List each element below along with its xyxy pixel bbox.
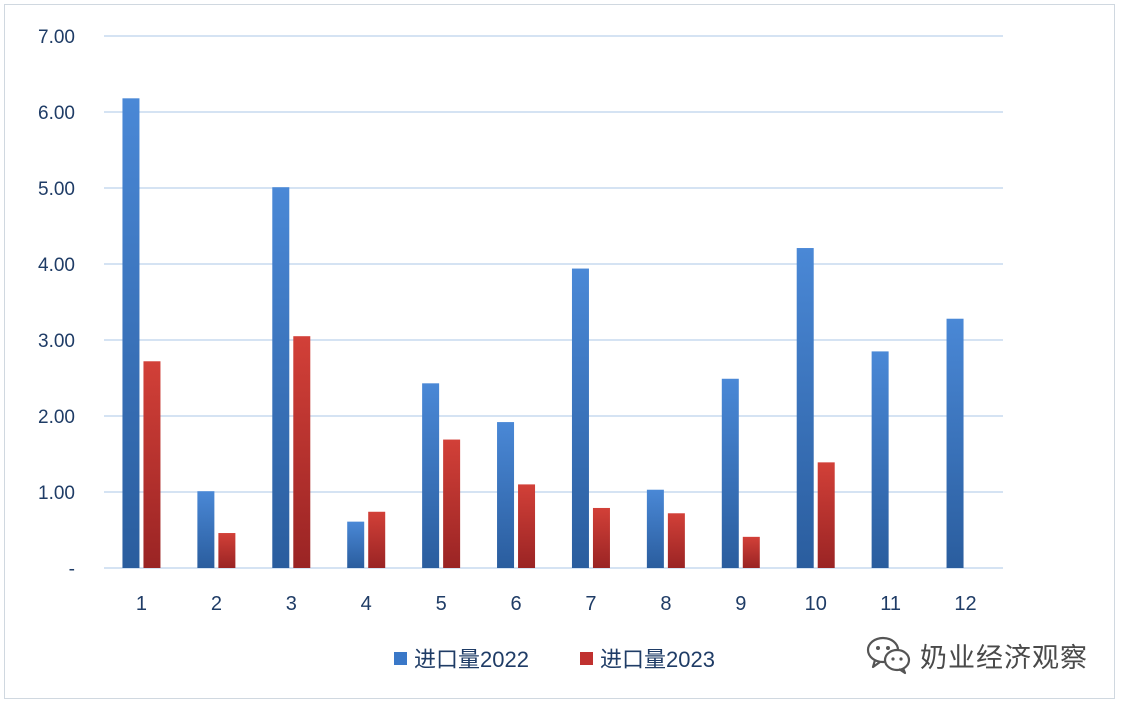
x-tick-label: 7 [585, 593, 596, 615]
y-tick-label: 4.00 [38, 255, 75, 276]
wechat-icon [866, 636, 911, 675]
bar-2023-month-7 [592, 507, 610, 568]
bar-2023-month-3 [293, 336, 311, 568]
legend-label: 进口量2023 [600, 647, 715, 672]
x-tick-label: 2 [211, 593, 222, 615]
bar-2023-month-1 [143, 361, 161, 568]
y-tick-label: 5.00 [38, 179, 75, 200]
bar-2023-month-10 [817, 462, 835, 568]
bar-2022-month-5 [422, 383, 440, 568]
watermark-text: 奶业经济观察 [920, 642, 1088, 673]
x-tick-label: 1 [136, 593, 147, 615]
legend-swatch [394, 652, 407, 665]
legend: 进口量2022 进口量2023 [394, 647, 715, 672]
y-tick-label: 7.00 [38, 27, 75, 48]
y-tick-label: 6.00 [38, 103, 75, 124]
y-axis-ticks: - 1.00 2.00 3.00 4.00 5.00 6.00 7.00 [38, 27, 75, 580]
bar-2023-month-9 [742, 536, 760, 568]
bar-2023-month-6 [518, 484, 536, 568]
bar-2023-month-2 [218, 533, 236, 568]
bar-2022-month-3 [272, 187, 290, 569]
bar-2022-month-4 [347, 521, 365, 568]
bar-2023-month-8 [667, 513, 685, 568]
y-tick-label: 3.00 [38, 331, 75, 352]
bar-2023-month-4 [368, 511, 386, 568]
x-tick-label: 5 [436, 593, 447, 615]
bar-2022-month-7 [571, 268, 589, 568]
x-tick-label: 8 [660, 593, 671, 615]
x-tick-label: 12 [954, 593, 976, 615]
x-tick-label: 4 [361, 593, 372, 615]
legend-swatch [580, 652, 593, 665]
bar-2022-month-10 [796, 248, 814, 569]
bar-2022-month-1 [122, 98, 140, 568]
bar-2023-month-5 [443, 439, 461, 568]
x-tick-label: 9 [735, 593, 746, 615]
y-tick-label: 1.00 [38, 483, 75, 504]
bar-2022-month-8 [646, 489, 664, 568]
chart-frame [4, 4, 1115, 699]
x-tick-label: 11 [880, 593, 901, 615]
bar-2022-month-11 [871, 351, 889, 568]
y-tick-label: 2.00 [38, 407, 75, 428]
bars [122, 98, 964, 569]
x-tick-label: 3 [286, 593, 297, 615]
y-tick-label: - [69, 559, 75, 580]
bar-2022-month-9 [721, 378, 739, 568]
watermark: 奶业经济观察 [866, 634, 1088, 676]
legend-label: 进口量2022 [414, 647, 529, 672]
gridlines [104, 35, 1003, 569]
x-axis-ticks: 1 2 3 4 5 6 7 8 9 10 11 12 [136, 593, 977, 615]
x-tick-label: 10 [805, 593, 827, 615]
bar-2022-month-6 [497, 422, 515, 568]
x-tick-label: 6 [510, 593, 521, 615]
bar-2022-month-2 [197, 491, 215, 568]
bar-2022-month-12 [946, 318, 964, 568]
